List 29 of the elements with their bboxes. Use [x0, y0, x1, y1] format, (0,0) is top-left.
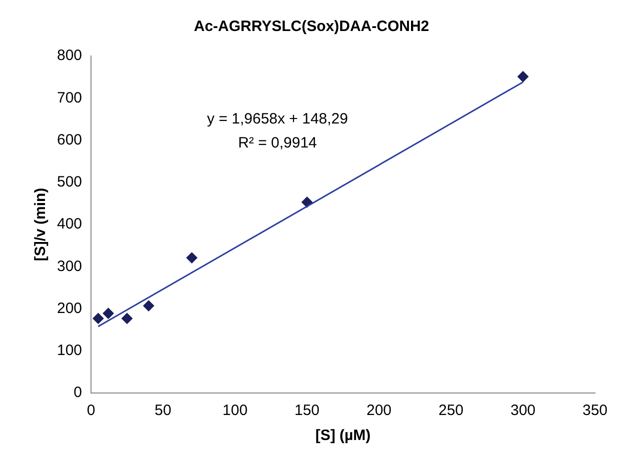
- x-tick-label: 100: [222, 402, 248, 420]
- x-tick-label: 300: [510, 402, 536, 420]
- point: [302, 196, 313, 208]
- x-tick-label: 250: [438, 402, 464, 420]
- annotation: y = 1,9658x + 148,29: [207, 110, 348, 128]
- annotation: R² = 0,9914: [238, 134, 317, 152]
- x-tick-label: 200: [366, 402, 392, 420]
- x-tick-label: 0: [86, 402, 96, 420]
- y-tick-label: 100: [56, 342, 82, 360]
- point: [186, 252, 198, 264]
- y-tick-label: 800: [56, 47, 82, 64]
- y-axis-title: [S]/v (min): [32, 188, 50, 262]
- point: [102, 308, 114, 319]
- y-tick-label: 600: [56, 131, 82, 148]
- x-tick-label: 50: [154, 402, 172, 420]
- y-tick-label: 400: [56, 216, 82, 233]
- point: [92, 312, 104, 324]
- y-tick-label: 500: [56, 174, 82, 191]
- y-tick-label: 200: [56, 300, 82, 317]
- y-tick-label: 700: [56, 89, 82, 106]
- y-tick-label: 0: [74, 384, 82, 402]
- chart-title: Ac-AGRRYSLC(Sox)DAA-CONH2: [194, 18, 430, 36]
- x-tick-label: 350: [582, 402, 608, 420]
- point: [518, 71, 529, 82]
- x-tick-label: 150: [294, 402, 320, 420]
- x-axis-title: [S] (µM): [315, 427, 371, 444]
- y-tick-label: 300: [56, 258, 82, 275]
- point: [122, 312, 133, 324]
- point: [143, 300, 154, 312]
